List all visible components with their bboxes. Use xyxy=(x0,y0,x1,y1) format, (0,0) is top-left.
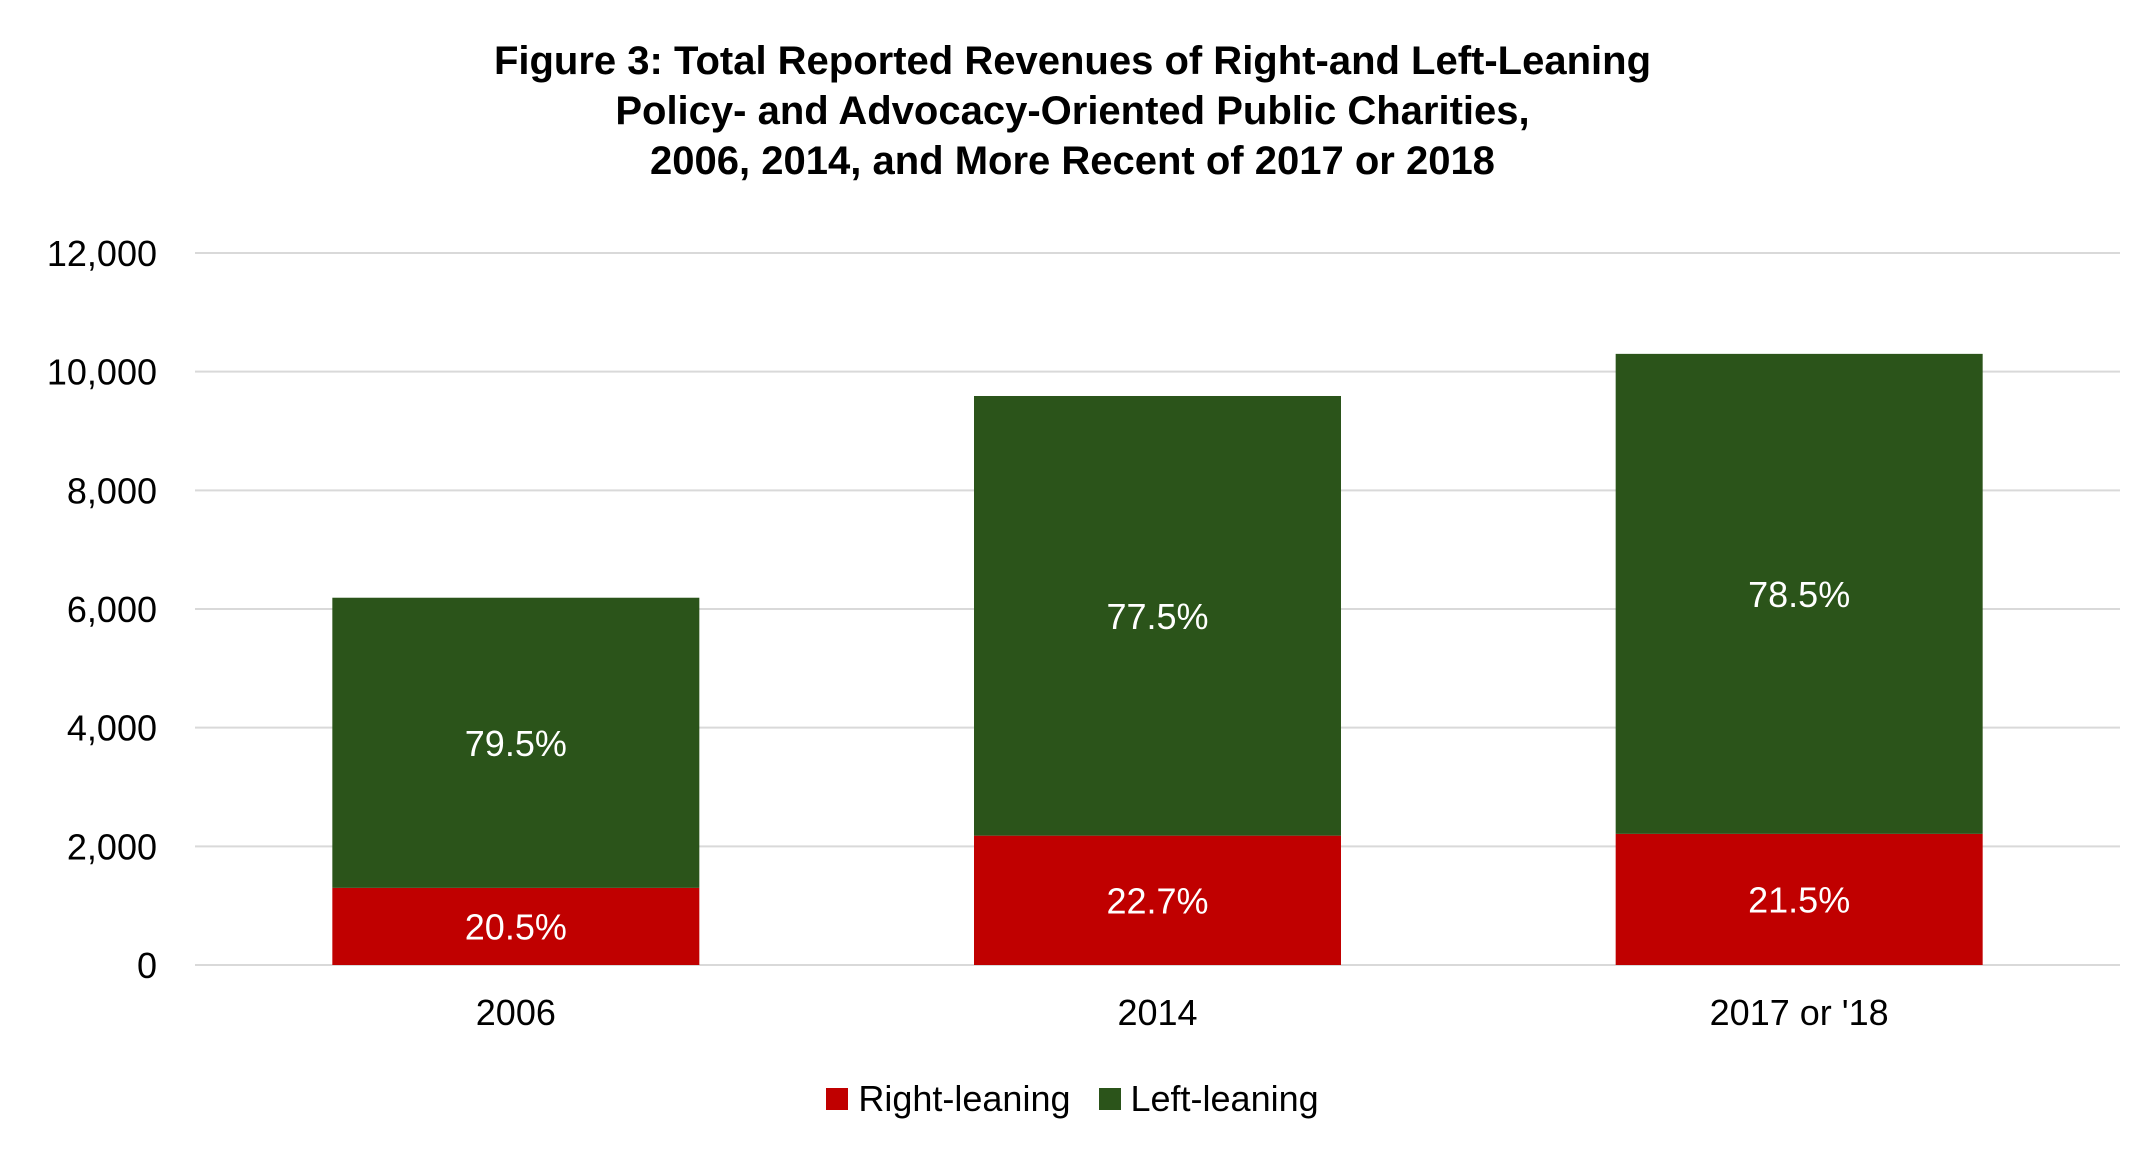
y-tick-label: 4,000 xyxy=(67,708,157,749)
chart-title-line-1: Figure 3: Total Reported Revenues of Rig… xyxy=(493,39,1652,83)
data-label: 79.5% xyxy=(465,723,567,764)
legend-item-right-leaning: Right-leaning xyxy=(826,1078,1071,1120)
legend-label-right-leaning: Right-leaning xyxy=(858,1078,1071,1119)
bar-right-leaning xyxy=(974,835,1341,965)
y-tick-label: 10,000 xyxy=(47,352,157,393)
legend-swatch-right-leaning xyxy=(826,1088,849,1110)
data-label: 20.5% xyxy=(465,906,567,947)
y-tick-label: 8,000 xyxy=(67,470,157,511)
y-tick-label: 0 xyxy=(137,945,157,986)
y-tick-label: 6,000 xyxy=(67,589,157,630)
data-label: 78.5% xyxy=(1748,574,1850,615)
x-axis-tick-labels: 2006 2014 2017 or '18 xyxy=(476,992,1889,1033)
data-label: 21.5% xyxy=(1748,879,1850,920)
bar-left-leaning xyxy=(332,597,700,888)
bar-left-leaning xyxy=(1615,353,1983,834)
bar-right-leaning xyxy=(332,887,700,965)
data-label: 22.7% xyxy=(1106,880,1208,921)
bars xyxy=(332,353,1983,965)
legend-item-left-leaning: Left-leaning xyxy=(1098,1078,1319,1120)
chart-title-line-3: 2006, 2014, and More Recent of 2017 or 2… xyxy=(650,139,1495,183)
y-axis-tick-labels: 0 2,000 4,000 6,000 8,000 10,000 12,000 xyxy=(47,233,157,986)
x-tick-label: 2014 xyxy=(1117,992,1197,1033)
chart-title-line-2: Policy- and Advocacy-Oriented Public Cha… xyxy=(615,89,1530,133)
bar-right-leaning xyxy=(1615,833,1983,965)
legend-label-left-leaning: Left-leaning xyxy=(1130,1078,1319,1119)
legend: Right-leaning Left-leaning xyxy=(0,1078,2145,1120)
y-tick-label: 2,000 xyxy=(67,826,157,867)
x-tick-label: 2006 xyxy=(476,992,556,1033)
legend-swatch-left-leaning xyxy=(1098,1088,1121,1110)
data-labels: 20.5% 79.5% 22.7% 77.5% 21.5% 78.5% xyxy=(465,574,1850,948)
x-tick-label: 2017 or '18 xyxy=(1710,992,1889,1033)
chart-title: Figure 3: Total Reported Revenues of Rig… xyxy=(0,36,2145,186)
y-tick-label: 12,000 xyxy=(47,233,157,274)
data-label: 77.5% xyxy=(1106,596,1208,637)
bar-left-leaning xyxy=(974,395,1341,836)
